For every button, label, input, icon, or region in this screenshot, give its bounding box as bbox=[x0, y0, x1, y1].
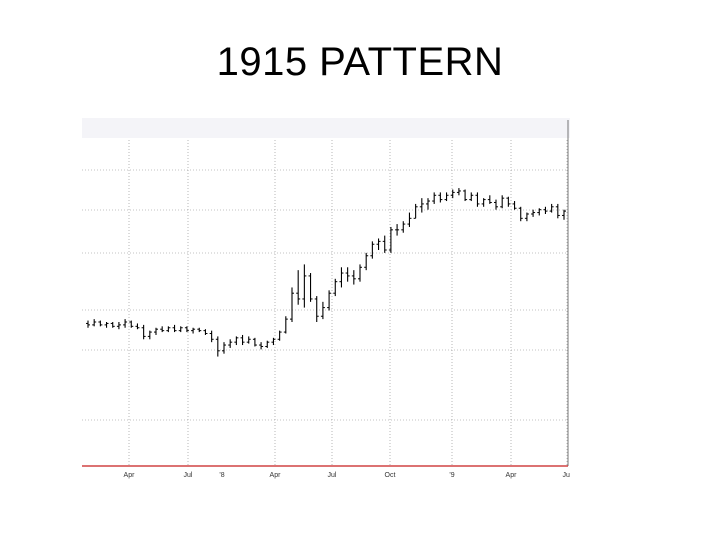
x-tick-label: Apr bbox=[270, 472, 282, 479]
price-bars bbox=[86, 188, 566, 357]
ohlc-bar bbox=[555, 203, 560, 219]
ohlc-bar bbox=[215, 336, 220, 357]
ohlc-bar bbox=[166, 326, 171, 333]
ohlc-bar bbox=[562, 209, 566, 220]
ohlc-bar bbox=[469, 192, 474, 202]
x-tick-label: Jul bbox=[184, 472, 193, 479]
ohlc-bar bbox=[135, 323, 140, 330]
ohlc-bar bbox=[290, 287, 294, 322]
ohlc-bar bbox=[228, 339, 233, 348]
ohlc-bar bbox=[154, 327, 158, 335]
ohlc-bar bbox=[333, 278, 338, 297]
ohlc-bar bbox=[376, 238, 381, 250]
grid-layer bbox=[82, 118, 570, 467]
ohlc-bar bbox=[438, 192, 443, 203]
ohlc-bar bbox=[277, 330, 282, 341]
x-tick-label: Apr bbox=[506, 472, 518, 479]
x-tick-label: Oct bbox=[385, 472, 396, 479]
ohlc-bar bbox=[123, 319, 128, 328]
ohlc-bar bbox=[116, 322, 121, 330]
stock-chart: Apr Jul '8 Apr Jul Oct '9 Apr Jul bbox=[82, 118, 570, 479]
ohlc-bar bbox=[475, 192, 480, 207]
x-axis-ticks: Apr Jul '8 Apr Jul Oct '9 Apr Jul bbox=[124, 472, 570, 479]
ohlc-bar bbox=[450, 189, 455, 199]
ohlc-bar bbox=[419, 198, 424, 213]
ohlc-bar bbox=[524, 212, 529, 222]
ohlc-bar bbox=[283, 316, 288, 334]
ohlc-bar bbox=[259, 342, 264, 350]
ohlc-bar bbox=[401, 221, 406, 233]
ohlc-bar bbox=[432, 192, 437, 204]
x-tick-label: '9 bbox=[449, 472, 454, 479]
ohlc-bar bbox=[426, 198, 430, 210]
ohlc-bar bbox=[141, 324, 146, 340]
ohlc-bar bbox=[395, 224, 400, 236]
ohlc-bar bbox=[543, 206, 548, 214]
ohlc-bar bbox=[549, 203, 554, 213]
ohlc-bar bbox=[518, 206, 523, 222]
ohlc-bar bbox=[388, 226, 393, 253]
ohlc-bar bbox=[265, 340, 270, 348]
slide-title: 1915 PATTERN bbox=[216, 40, 504, 84]
ohlc-bar bbox=[370, 241, 375, 259]
ohlc-bar bbox=[413, 203, 418, 219]
ohlc-bar bbox=[494, 199, 498, 210]
ohlc-bar bbox=[512, 201, 517, 210]
ohlc-bar bbox=[234, 336, 239, 346]
ohlc-bar bbox=[104, 322, 109, 328]
x-tick-label: Jul bbox=[563, 472, 570, 479]
ohlc-bar bbox=[345, 267, 350, 282]
ohlc-bar bbox=[296, 270, 301, 305]
ohlc-bar bbox=[463, 189, 468, 202]
ohlc-bar bbox=[364, 252, 369, 271]
ohlc-bar bbox=[351, 270, 356, 285]
ohlc-bar bbox=[407, 212, 412, 227]
ohlc-bar bbox=[110, 322, 115, 328]
ohlc-bar bbox=[246, 336, 251, 344]
ohlc-bar bbox=[314, 296, 319, 322]
ohlc-bar bbox=[308, 273, 313, 302]
chart-panel: Apr Jul '8 Apr Jul Oct '9 Apr Jul bbox=[82, 118, 570, 484]
ohlc-bar bbox=[172, 324, 177, 333]
ohlc-bar bbox=[506, 196, 511, 207]
ohlc-bar bbox=[537, 208, 542, 216]
ohlc-bar bbox=[327, 290, 332, 311]
ohlc-bar bbox=[92, 319, 97, 327]
ohlc-bar bbox=[98, 320, 103, 327]
ohlc-bar bbox=[191, 327, 196, 334]
ohlc-bar bbox=[339, 267, 344, 288]
ohlc-bar bbox=[382, 235, 387, 253]
ohlc-bar bbox=[252, 337, 257, 347]
ohlc-bar bbox=[302, 264, 307, 308]
ohlc-bar bbox=[129, 320, 134, 328]
x-tick-label: Apr bbox=[124, 472, 136, 479]
ohlc-bar bbox=[178, 326, 183, 333]
ohlc-bar bbox=[500, 195, 505, 209]
ohlc-bar bbox=[456, 188, 461, 196]
ohlc-bar bbox=[147, 330, 152, 340]
ohlc-bar bbox=[184, 326, 189, 333]
ohlc-bar bbox=[86, 320, 90, 328]
ohlc-bar bbox=[222, 342, 226, 354]
x-tick-label: '8 bbox=[219, 472, 224, 479]
ohlc-bar bbox=[358, 264, 362, 282]
ohlc-bar bbox=[320, 301, 325, 320]
ohlc-bar bbox=[487, 195, 492, 204]
x-tick-label: Jul bbox=[328, 472, 337, 479]
ohlc-bar bbox=[240, 334, 245, 346]
ohlc-bar bbox=[209, 330, 214, 343]
chart-header-band bbox=[82, 118, 570, 138]
ohlc-bar bbox=[481, 198, 486, 207]
ohlc-bar bbox=[444, 192, 449, 202]
ohlc-bar bbox=[197, 327, 202, 333]
ohlc-bar bbox=[203, 329, 208, 335]
ohlc-bar bbox=[160, 326, 165, 333]
ohlc-bar bbox=[531, 209, 536, 217]
ohlc-bar bbox=[271, 337, 276, 346]
